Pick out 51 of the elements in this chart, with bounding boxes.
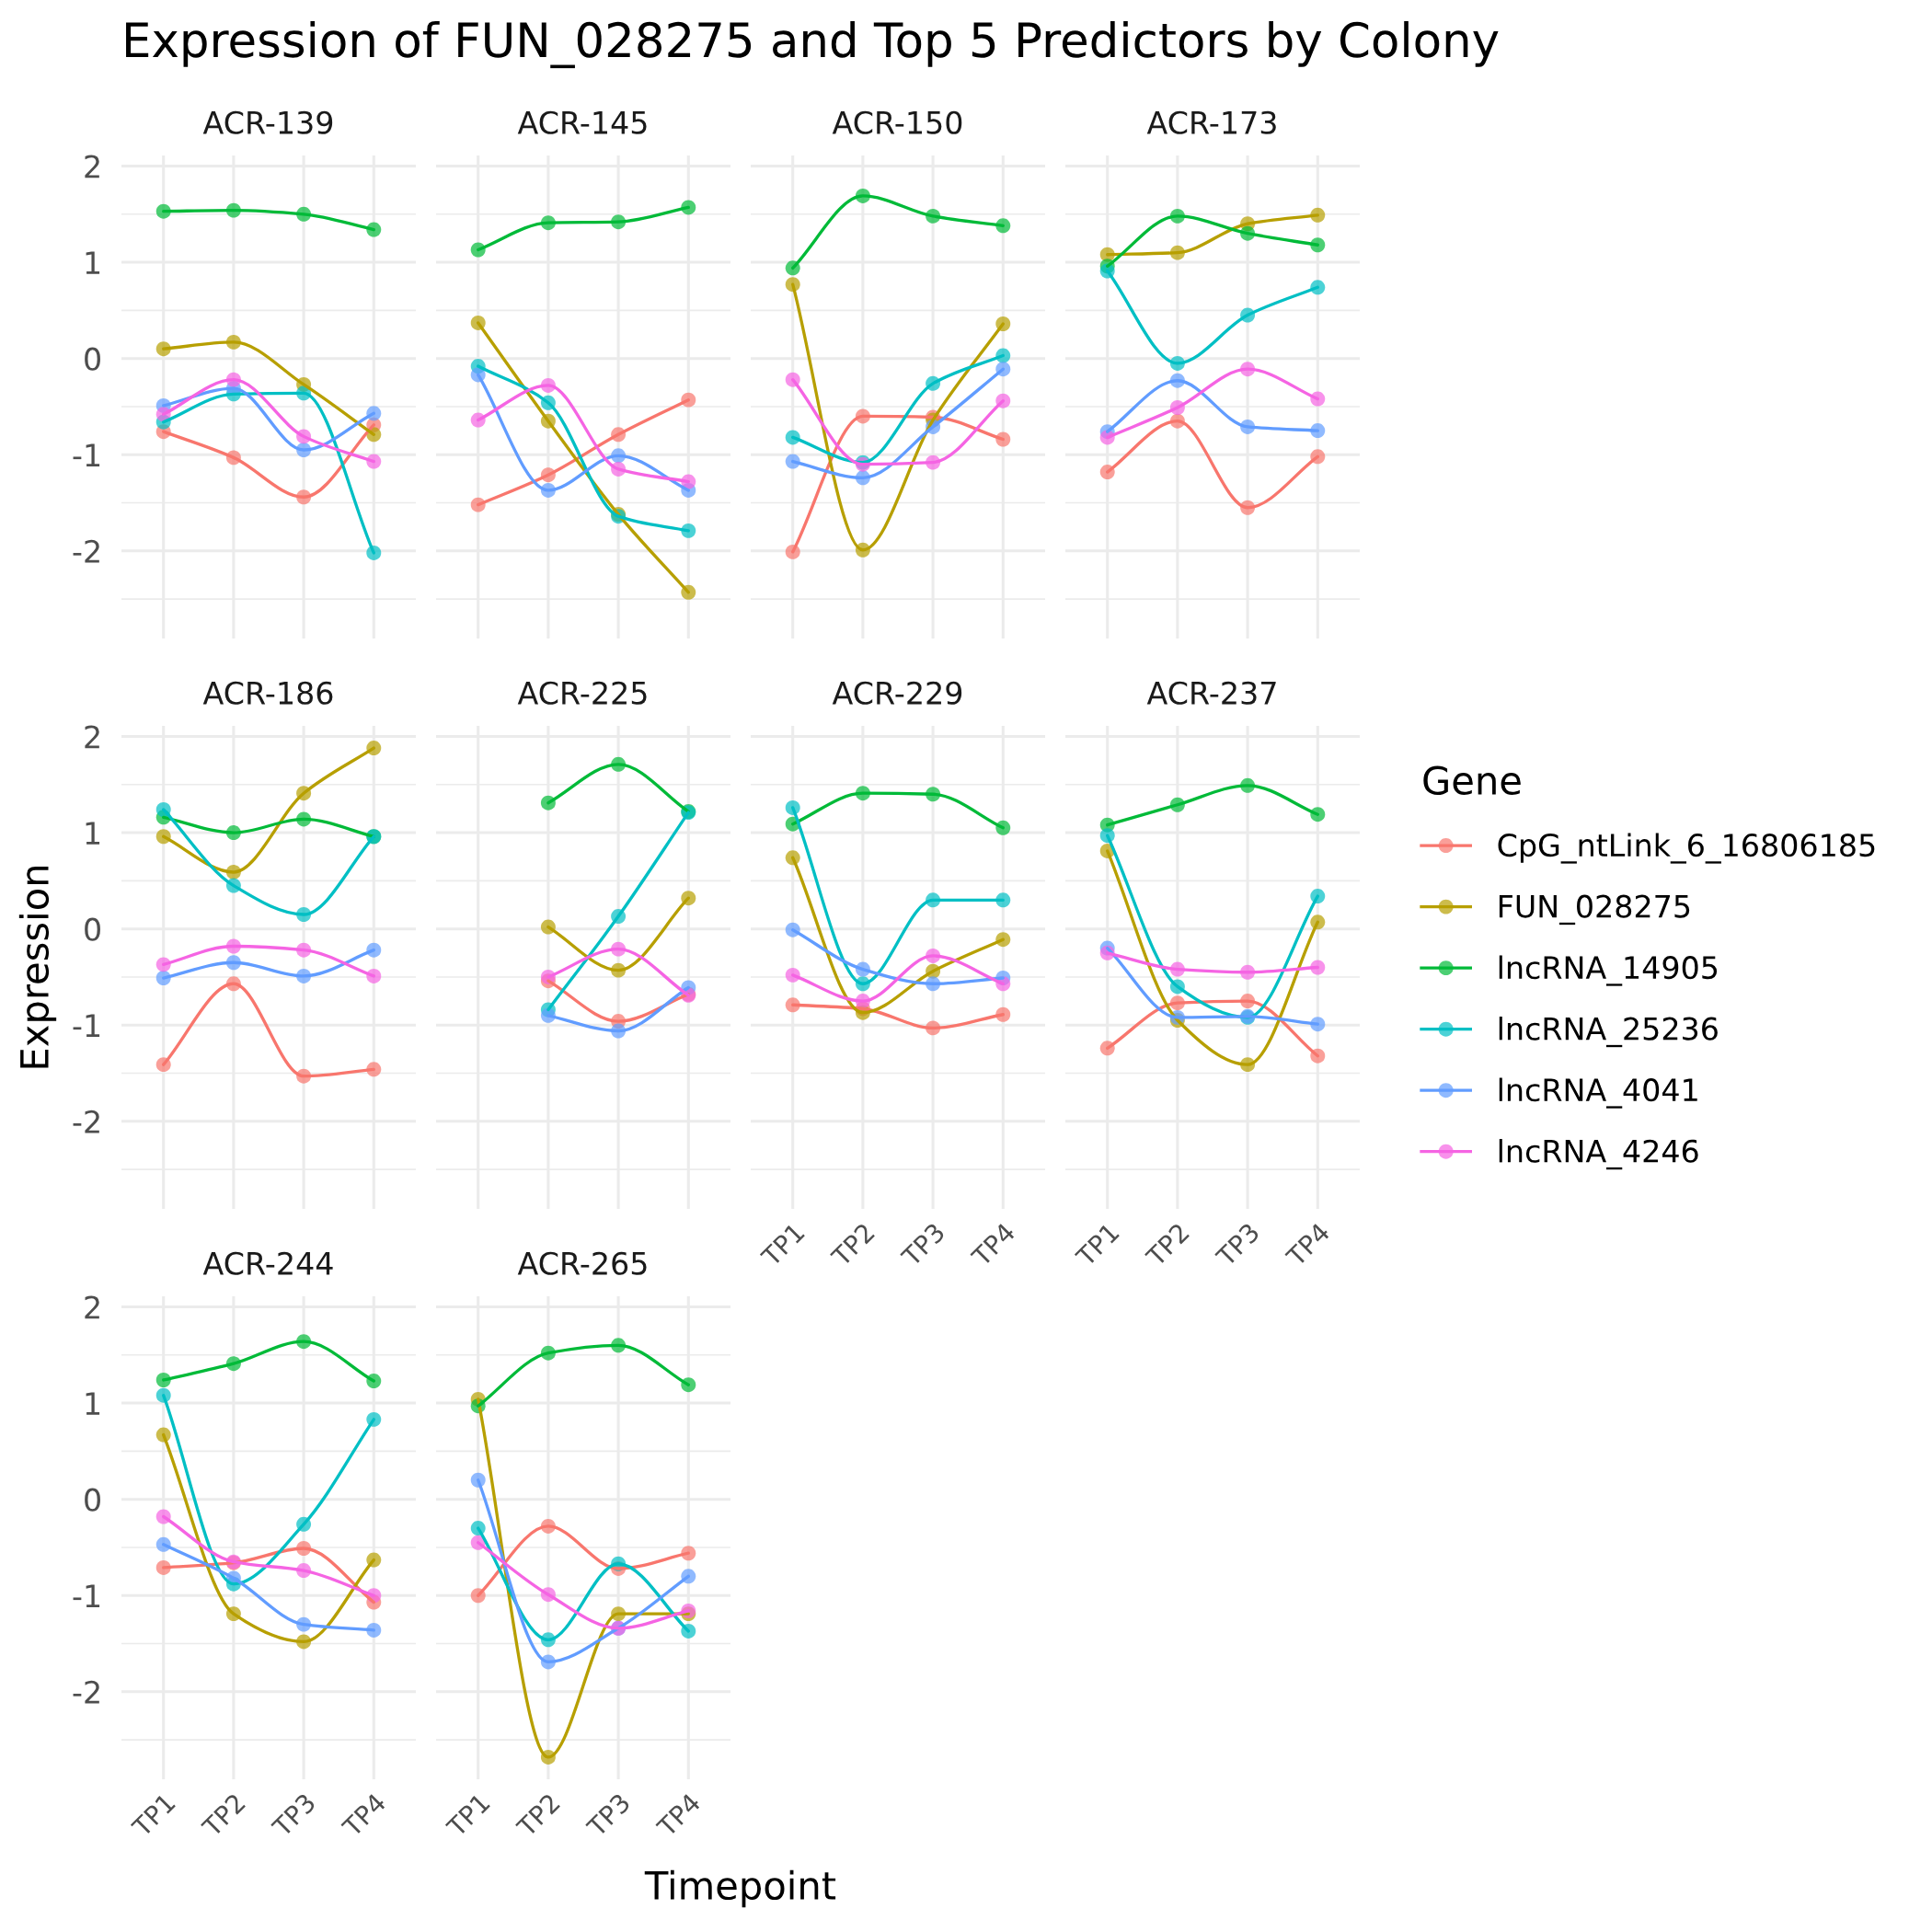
chart-title: ACR-150 (832, 110, 962, 134)
y-tick-label: -2 (73, 1680, 99, 1704)
legend-label: lncRNA_4246 (1499, 1139, 1698, 1170)
x-tick-label: TP4 (1284, 1222, 1331, 1268)
x-tick-label: TP1 (130, 1792, 176, 1838)
legend-label: FUN_028275 (1499, 894, 1690, 926)
chart-title: ACR-237 (1146, 681, 1276, 705)
x-tick-label: TP4 (970, 1222, 1017, 1268)
x-tick-label: TP3 (900, 1222, 946, 1269)
x-tick-label: TP1 (1074, 1222, 1120, 1268)
y-tick-label: 1 (86, 1392, 100, 1415)
x-tick-label: TP2 (829, 1222, 875, 1268)
y-tick-label: -1 (73, 443, 100, 466)
legend-label: lncRNA_14905 (1499, 955, 1718, 986)
x-tick-label: TP2 (200, 1792, 246, 1838)
x-tick-label: TP2 (514, 1792, 560, 1838)
chart-title: ACR-244 (202, 1251, 333, 1275)
y-tick-label: -2 (73, 539, 99, 563)
chart-title: ACR-186 (202, 681, 333, 705)
y-tick-label: -1 (73, 1584, 100, 1607)
x-tick-label: TP1 (444, 1792, 490, 1838)
chart-title: ACR-145 (517, 110, 647, 134)
y-tick-label: 0 (85, 347, 100, 371)
y-tick-label: 2 (85, 1295, 99, 1319)
x-tick-label: TP3 (585, 1792, 631, 1839)
chart-title: ACR-229 (832, 681, 962, 705)
y-axis-title: Expression (18, 866, 57, 1068)
chart-title: ACR-225 (517, 681, 647, 705)
legend-title: Gene (1423, 765, 1521, 796)
x-tick-label: TP4 (340, 1792, 387, 1838)
legend-label: lncRNA_25236 (1499, 1017, 1718, 1048)
y-tick-label: -2 (73, 1110, 99, 1133)
x-tick-label: TP2 (1144, 1222, 1190, 1268)
x-axis-title: Timepoint (644, 1869, 836, 1908)
x-tick-label: TP3 (270, 1792, 316, 1839)
x-tick-label: TP3 (1214, 1222, 1260, 1269)
y-tick-label: 1 (86, 822, 100, 845)
legend-label: CpG_ntLink_6_16806185 (1498, 833, 1875, 864)
legend-label: lncRNA_4041 (1499, 1077, 1697, 1109)
x-tick-label: TP4 (655, 1792, 702, 1838)
y-tick-label: 0 (85, 917, 100, 941)
chart-title: ACR-265 (517, 1251, 647, 1275)
y-tick-label: 2 (85, 725, 99, 749)
x-tick-label: TP1 (759, 1222, 805, 1268)
y-tick-label: 1 (86, 251, 100, 274)
chart-title: ACR-139 (202, 110, 333, 134)
y-tick-label: 0 (85, 1488, 100, 1512)
text: Expression of FUN_028275 and Top 5 Predictors by Colony (126, 20, 1499, 69)
chart-title: ACR-173 (1146, 110, 1276, 134)
y-tick-label: -1 (73, 1014, 100, 1037)
y-tick-label: 2 (85, 155, 99, 178)
